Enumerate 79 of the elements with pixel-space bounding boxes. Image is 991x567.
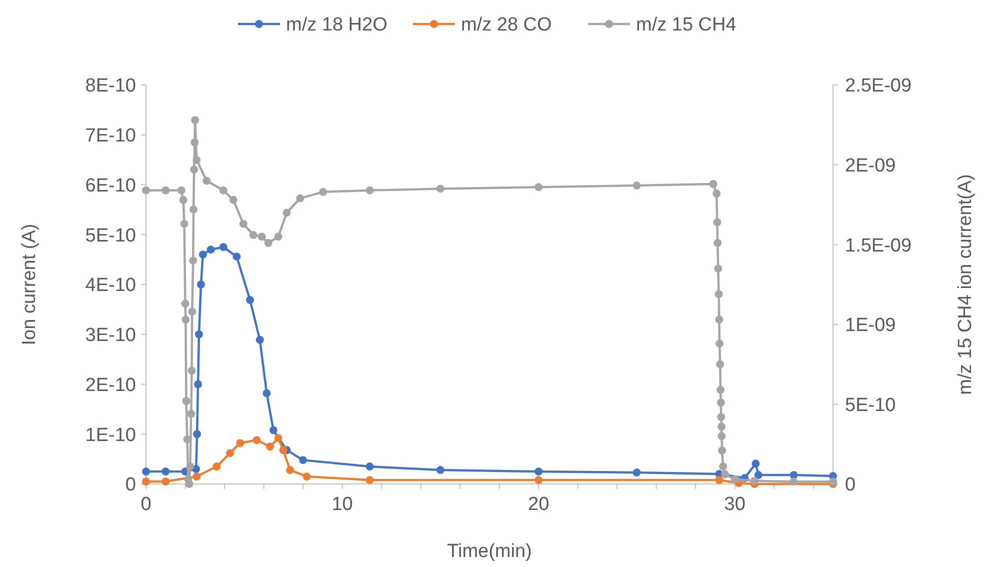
point — [717, 412, 726, 421]
legend-label: m/z 28 CO — [461, 14, 552, 36]
y-axis-title: Ion current (A) — [19, 224, 40, 346]
point — [436, 184, 444, 193]
y2-tick-label: 1.5E-09 — [845, 235, 912, 256]
point — [181, 300, 190, 308]
legend-label: m/z 18 H2O — [286, 14, 388, 36]
y2-tick-label: 5E-10 — [845, 394, 896, 416]
y-tick-label: 8E-10 — [85, 76, 136, 97]
point — [721, 470, 730, 478]
point — [296, 194, 304, 202]
y2-tick-label: 1E-09 — [845, 315, 896, 336]
x-tick-label: 0 — [140, 494, 152, 515]
point — [239, 220, 248, 228]
point — [716, 360, 724, 368]
point — [712, 190, 721, 198]
legend-label: m/z 15 CH4 — [636, 14, 737, 36]
point — [714, 290, 723, 298]
point — [319, 188, 328, 196]
x-tick-label: 10 — [332, 494, 353, 515]
point — [716, 340, 724, 348]
point — [714, 264, 722, 273]
point — [190, 206, 198, 214]
point — [179, 196, 188, 204]
point — [180, 220, 188, 228]
y-tick-label: 5E-10 — [85, 225, 136, 246]
point — [715, 316, 724, 324]
point — [219, 186, 228, 194]
y-tick-label: 7E-10 — [85, 126, 136, 147]
point — [790, 478, 798, 486]
y2-axis-title: m/z 15 CH4 ion current(A) — [955, 174, 976, 395]
x-axis-title: Time(min) — [447, 541, 532, 562]
point — [190, 166, 198, 174]
point — [719, 462, 728, 470]
point — [714, 239, 722, 247]
point — [202, 176, 211, 185]
point — [182, 316, 190, 324]
point — [191, 116, 200, 124]
point — [718, 432, 726, 440]
point — [189, 256, 198, 265]
point — [188, 308, 196, 316]
point — [192, 156, 201, 164]
y2-tick-label: 0 — [845, 474, 856, 496]
point — [730, 475, 739, 484]
point — [229, 196, 238, 204]
point — [185, 480, 194, 488]
x-tick-label: 20 — [528, 494, 550, 515]
point — [190, 138, 199, 146]
point — [709, 180, 718, 188]
point — [716, 398, 725, 407]
point — [534, 183, 543, 192]
y-tick-label: 4E-10 — [85, 275, 136, 296]
point — [750, 476, 758, 485]
point — [187, 410, 196, 418]
point — [716, 386, 725, 394]
point — [632, 182, 641, 190]
y-tick-label: 6E-10 — [85, 175, 136, 196]
point — [177, 186, 186, 194]
y-tick-label: 2E-10 — [85, 374, 136, 396]
point — [249, 231, 258, 240]
point — [366, 186, 374, 194]
point — [718, 446, 726, 454]
point — [713, 218, 722, 226]
point — [258, 232, 266, 241]
point — [188, 366, 196, 375]
point — [142, 186, 150, 194]
y2-tick-label: 2.5E-09 — [845, 76, 912, 97]
y-tick-label: 1E-10 — [85, 424, 136, 446]
point — [718, 422, 726, 431]
point — [274, 232, 282, 241]
y-tick-label: 3E-10 — [85, 325, 136, 346]
point — [182, 397, 190, 405]
point — [162, 186, 170, 194]
y-tick-label: 0 — [125, 474, 136, 496]
x-tick-label: 30 — [724, 494, 746, 515]
point — [264, 239, 272, 247]
point — [282, 208, 291, 217]
y2-tick-label: 2E-09 — [845, 155, 896, 176]
point — [186, 462, 194, 470]
